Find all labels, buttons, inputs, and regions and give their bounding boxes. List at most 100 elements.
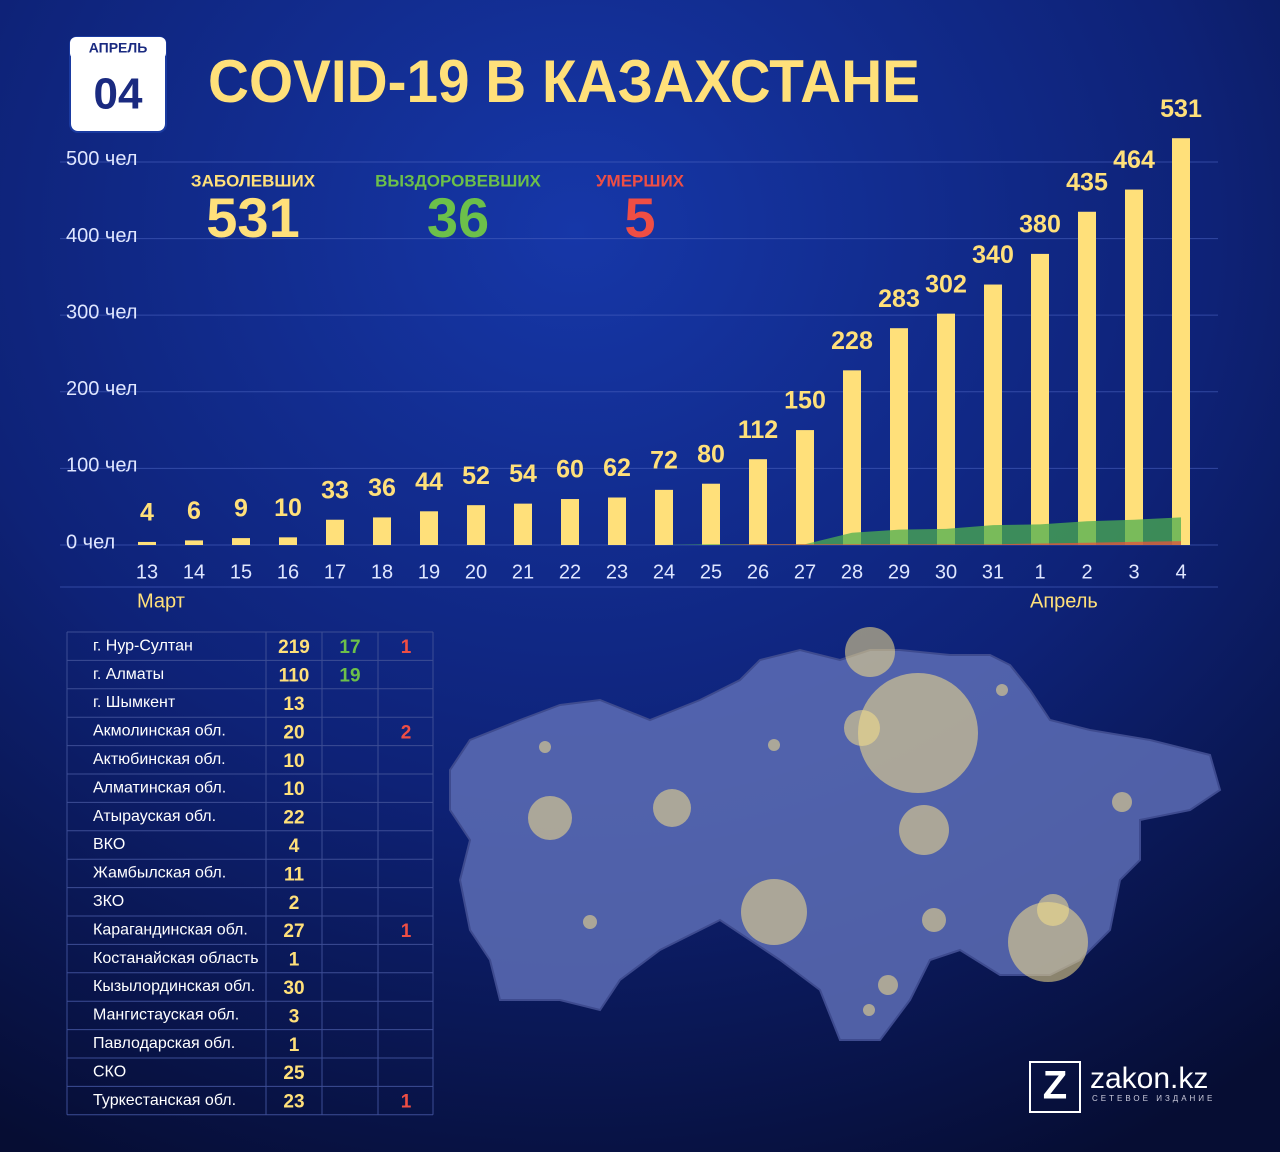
bar xyxy=(561,499,579,545)
badge-month: АПРЕЛЬ xyxy=(89,40,148,56)
bar xyxy=(796,430,814,545)
summary-value: 5 xyxy=(624,186,655,249)
bar xyxy=(608,497,626,545)
value-label: 283 xyxy=(878,285,920,313)
value-label: 302 xyxy=(925,270,967,298)
title: COVID-19 В КАЗАХСТАНЕ xyxy=(208,48,920,115)
bar xyxy=(138,541,156,545)
region-name: Костанайская область xyxy=(93,950,259,967)
value-label: 435 xyxy=(1066,168,1108,196)
cell-cases: 23 xyxy=(283,1092,304,1113)
bar xyxy=(702,483,720,545)
bar xyxy=(1172,138,1190,545)
bar xyxy=(749,459,767,545)
x-tick-label: 24 xyxy=(653,561,675,583)
value-label: 6 xyxy=(187,497,201,525)
region-name: Алматинская обл. xyxy=(93,779,226,796)
bar xyxy=(1031,253,1049,545)
value-label: 54 xyxy=(509,460,537,488)
logo-name: zakon.kz xyxy=(1090,1062,1208,1095)
x-tick-label: 17 xyxy=(324,561,346,583)
summary-label: ВЫЗДОРОВЕВШИХ xyxy=(375,171,541,190)
region-name: Карагандинская обл. xyxy=(93,921,248,938)
summary-label: УМЕРШИХ xyxy=(596,171,685,190)
cell-cases: 30 xyxy=(283,978,304,999)
bar xyxy=(514,503,532,545)
chart: 0 чел 100 чел 200 чел 300 чел 400 чел 500 чел… xyxy=(60,95,1218,612)
region-name: г. Шымкент xyxy=(93,694,176,711)
cell-cases: 219 xyxy=(278,637,310,658)
y-tick-label: 100 чел xyxy=(66,455,137,477)
x-tick-label: 4 xyxy=(1175,561,1186,583)
x-tick-label: 15 xyxy=(230,561,252,583)
value-label: 72 xyxy=(650,446,678,474)
cell-cases: 2 xyxy=(289,893,300,914)
value-label: 380 xyxy=(1019,211,1061,239)
logo-mark: Z xyxy=(1043,1064,1067,1108)
x-tick-label: 1 xyxy=(1034,561,1045,583)
value-label: 228 xyxy=(831,327,873,355)
summary-value: 36 xyxy=(427,186,489,249)
cell-recovered: 17 xyxy=(339,637,360,658)
x-tick-label: 28 xyxy=(841,561,863,583)
value-label: 150 xyxy=(784,387,826,415)
cell-cases: 3 xyxy=(289,1006,300,1027)
x-tick-label: 23 xyxy=(606,561,628,583)
cell-cases: 1 xyxy=(289,1035,300,1056)
area xyxy=(147,541,1181,545)
value-label: 9 xyxy=(234,495,248,523)
value-label: 52 xyxy=(462,462,490,490)
cell-cases: 1 xyxy=(289,950,300,971)
cell-cases: 110 xyxy=(279,666,310,687)
cell-cases: 22 xyxy=(283,808,304,829)
region-name: Кызылординская обл. xyxy=(93,978,255,995)
x-tick-label: 27 xyxy=(794,561,816,583)
y-tick-label: 400 чел xyxy=(66,225,137,247)
cell-cases: 20 xyxy=(283,722,304,743)
region-name: ВКО xyxy=(93,836,125,853)
value-label: 80 xyxy=(697,440,725,468)
y-tick-label: 0 чел xyxy=(66,531,115,553)
x-tick-label: 31 xyxy=(982,561,1004,583)
bar xyxy=(326,519,344,545)
value-label: 33 xyxy=(321,476,349,504)
bar xyxy=(1125,189,1143,546)
bar xyxy=(890,328,908,545)
cell-cases: 27 xyxy=(283,921,304,942)
bar xyxy=(1078,211,1096,546)
value-label: 112 xyxy=(738,416,778,444)
cell-deaths: 2 xyxy=(401,722,412,743)
value-label: 464 xyxy=(1113,146,1155,174)
x-tick-label: 14 xyxy=(183,561,205,583)
x-tick-label: 16 xyxy=(277,561,299,583)
cell-cases: 10 xyxy=(283,751,304,772)
table: г. Нур-Султан 219 17 1г. Алматы 110 19г. Шымк… xyxy=(66,631,434,1116)
region-name: г. Нур-Султан xyxy=(93,637,193,654)
bar xyxy=(232,538,250,545)
logo-tagline: СЕТЕВОЕ ИЗДАНИЕ xyxy=(1092,1094,1215,1103)
region-name: г. Алматы xyxy=(93,666,164,683)
summary-value: 531 xyxy=(206,186,299,249)
cell-cases: 11 xyxy=(284,864,305,885)
value-label: 531 xyxy=(1160,95,1202,123)
bar xyxy=(937,313,955,545)
cell-deaths: 1 xyxy=(401,1092,412,1113)
cell-deaths: 1 xyxy=(401,921,412,942)
region-name: СКО xyxy=(93,1063,126,1080)
value-label: 340 xyxy=(972,241,1014,269)
cell-cases: 13 xyxy=(283,694,304,715)
value-label: 44 xyxy=(415,468,443,496)
cell-recovered: 19 xyxy=(339,666,360,687)
x-tick-label: 26 xyxy=(747,561,769,583)
x-tick-label: 29 xyxy=(888,561,910,583)
date-badge-top xyxy=(70,37,166,59)
value-label: 60 xyxy=(556,456,584,484)
map-circles xyxy=(528,627,1132,1016)
bar xyxy=(420,511,438,545)
bar xyxy=(655,489,673,545)
region-name: Актюбинская обл. xyxy=(93,751,226,768)
region-name: Мангистауская обл. xyxy=(93,1007,239,1024)
logo-box xyxy=(1029,1061,1081,1113)
